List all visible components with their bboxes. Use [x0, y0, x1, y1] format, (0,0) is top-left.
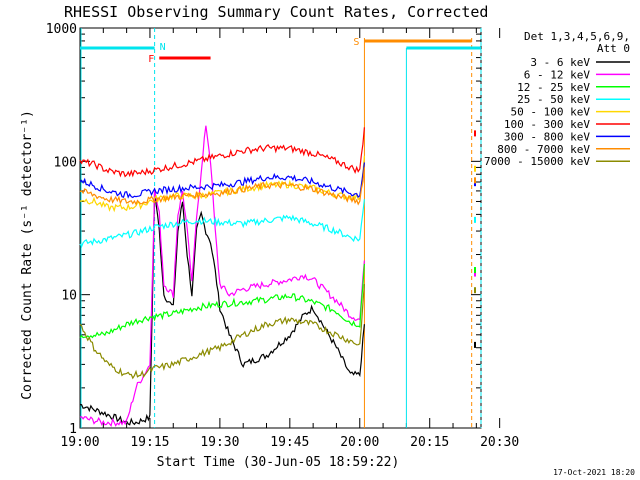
- legend-label-2: 12 - 25 keV: [517, 81, 590, 94]
- footer-timestamp: 17-Oct-2021 18:20: [553, 468, 635, 477]
- series-line-6: [79, 162, 365, 199]
- legend-label-6: 300 - 800 keV: [504, 130, 590, 143]
- series-tail-3: [474, 216, 477, 223]
- legend-label-7: 800 - 7000 keV: [497, 143, 590, 156]
- legend-label-0: 3 - 6 keV: [530, 56, 590, 69]
- series-line-7: [79, 167, 365, 206]
- series-tail-2: [474, 267, 477, 274]
- x-tick-label: 19:30: [200, 435, 239, 450]
- series-tail-0: [474, 341, 477, 348]
- series-line-3: [79, 199, 365, 248]
- series-tail-4: [474, 165, 477, 172]
- plot-frame: [79, 27, 482, 429]
- legend-label-3: 25 - 50 keV: [517, 93, 590, 106]
- y-tick-label: 1000: [46, 22, 77, 37]
- x-tick-label: 20:30: [480, 435, 519, 450]
- series-tail-5: [474, 130, 477, 137]
- series-tail-8: [474, 287, 477, 294]
- series-tail-1: [474, 270, 477, 277]
- y-tick-label: 1: [69, 422, 77, 437]
- x-tick-label: 20:15: [410, 435, 449, 450]
- x-tick-label: 20:00: [340, 435, 379, 450]
- annotation-label-F: F: [148, 54, 154, 65]
- annotation-label-S: S: [353, 37, 359, 48]
- plot-area: 1 10 100 1000 19:00 19:15 19:30 19:45 20:00 20:15…: [46, 22, 520, 450]
- legend-header-line2: Att 0: [597, 42, 630, 55]
- annotation-label-N: N: [160, 42, 166, 53]
- series-line-8: [79, 284, 365, 380]
- series-tail-7: [474, 177, 477, 184]
- x-axis-label: Start Time (30-Jun-05 18:59:22): [157, 455, 400, 470]
- x-tick-label: 19:00: [60, 435, 99, 450]
- legend-label-4: 50 - 100 keV: [511, 106, 591, 119]
- series-line-5: [79, 127, 365, 178]
- y-axis-label: Corrected Count Rate (s⁻¹ detector⁻¹): [20, 110, 35, 400]
- legend-label-8: 7000 - 15000 keV: [484, 155, 590, 168]
- x-tick-label: 19:45: [270, 435, 309, 450]
- series-line-2: [79, 263, 365, 339]
- legend-label-5: 100 - 300 keV: [504, 118, 590, 131]
- y-tick-label: 10: [61, 289, 77, 304]
- chart-title: RHESSI Observing Summary Count Rates, Co…: [64, 3, 488, 21]
- x-tick-label: 19:15: [130, 435, 169, 450]
- y-tick-label: 100: [54, 155, 77, 170]
- series-line-0: [79, 190, 365, 426]
- legend-header-line1: Det 1,3,4,5,6,9,: [524, 30, 630, 43]
- series-line-1: [79, 125, 365, 428]
- legend-label-1: 6 - 12 keV: [524, 68, 591, 81]
